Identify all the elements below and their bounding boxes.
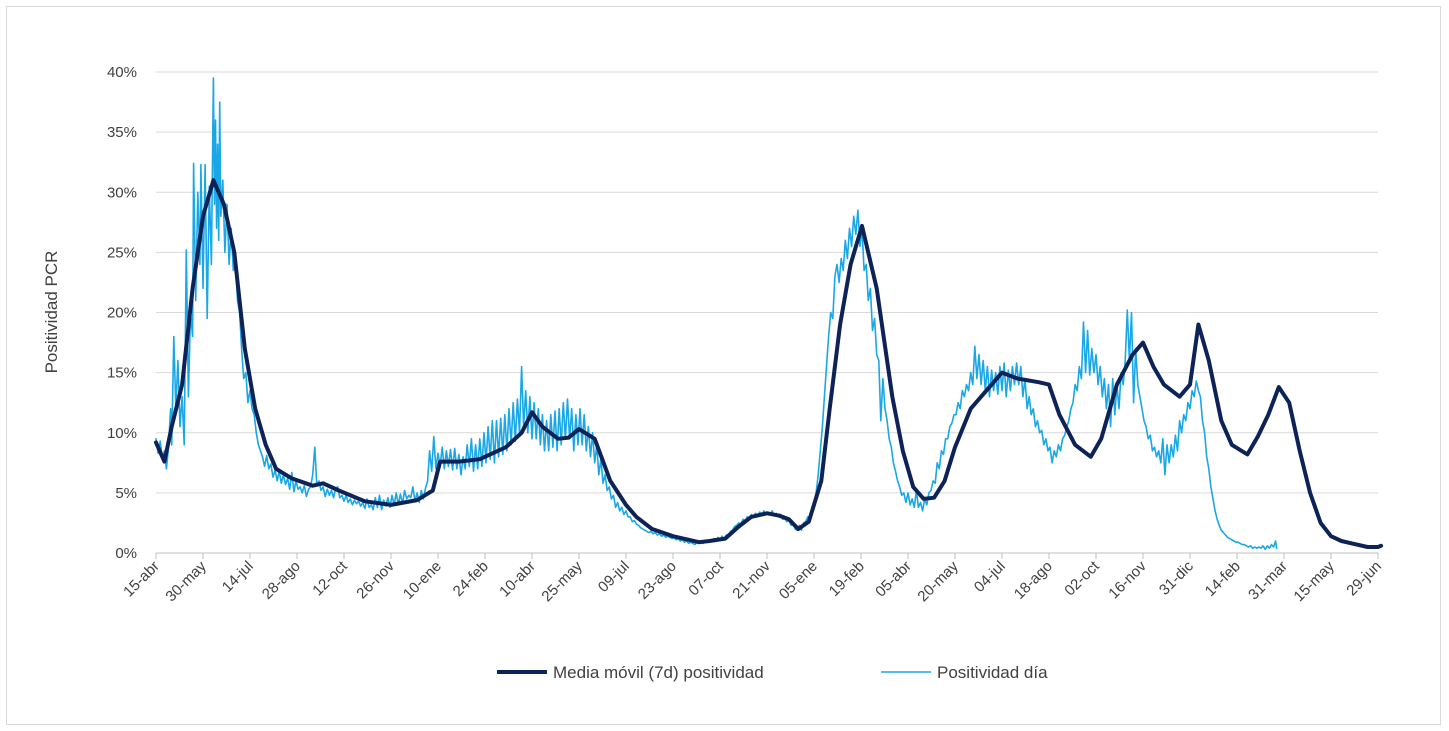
y-tick-label: 15% [107,365,137,382]
y-tick-label: 20% [107,305,137,322]
x-tick-label: 05-ene [776,558,821,603]
y-tick-label: 25% [107,244,137,261]
x-tick-label: 31-mar [1245,558,1291,604]
x-axis: 15-abr 30-may 14-jul 28-ago 12-oct 26-nov 10-e… [120,552,1385,605]
series-moving-average-line [154,178,1384,549]
x-tick-label: 23-ago [635,558,680,603]
x-tick-label: 09-jul [595,558,633,596]
x-tick-label: 14-jul [219,558,257,596]
y-axis-ticks: 0% 5% 10% 15% 20% 25% 30% 35% 40% [107,64,137,562]
x-tick-label: 26-nov [353,557,398,602]
x-tick-label: 24-feb [450,558,492,600]
chart-frame [6,6,1441,725]
x-tick-label: 21-nov [729,557,774,602]
x-tick-label: 04-jul [971,558,1009,596]
x-tick-label: 15-abr [120,558,163,601]
gridlines [156,71,1378,494]
x-tick-label: 19-feb [826,558,868,600]
legend-label: Media móvil (7d) positividad [553,663,764,682]
x-tick-label: 29-jun [1343,558,1385,600]
series-lines [154,77,1384,551]
x-tick-label: 10-abr [496,558,539,601]
y-tick-label: 10% [107,425,137,442]
y-axis-label: Positividad PCR [42,251,61,374]
x-tick-label: 07-oct [685,557,727,599]
legend: Media móvil (7d) positividad Positividad … [497,663,1048,682]
x-tick-label: 14-feb [1202,558,1244,600]
x-tick-label: 15-may [1290,557,1338,605]
y-tick-label: 0% [115,545,137,562]
y-tick-label: 30% [107,184,137,201]
x-tick-label: 10-ene [400,558,445,603]
y-tick-label: 40% [107,64,137,81]
x-tick-label: 16-nov [1105,557,1150,602]
y-tick-label: 35% [107,124,137,141]
x-tick-label: 28-ago [259,558,304,603]
series-daily-line [155,77,1278,551]
x-tick-label: 18-ago [1011,558,1056,603]
x-tick-label: 05-abr [872,558,915,601]
x-tick-label: 31-dic [1156,557,1197,598]
x-tick-label: 25-may [538,557,586,605]
x-tick-label: 02-oct [1061,557,1103,599]
x-tick-label: 20-may [914,557,962,605]
x-tick-label: 30-may [162,557,210,605]
legend-label: Positividad día [937,663,1048,682]
y-tick-label: 5% [115,485,137,502]
x-tick-label: 12-oct [309,557,351,599]
